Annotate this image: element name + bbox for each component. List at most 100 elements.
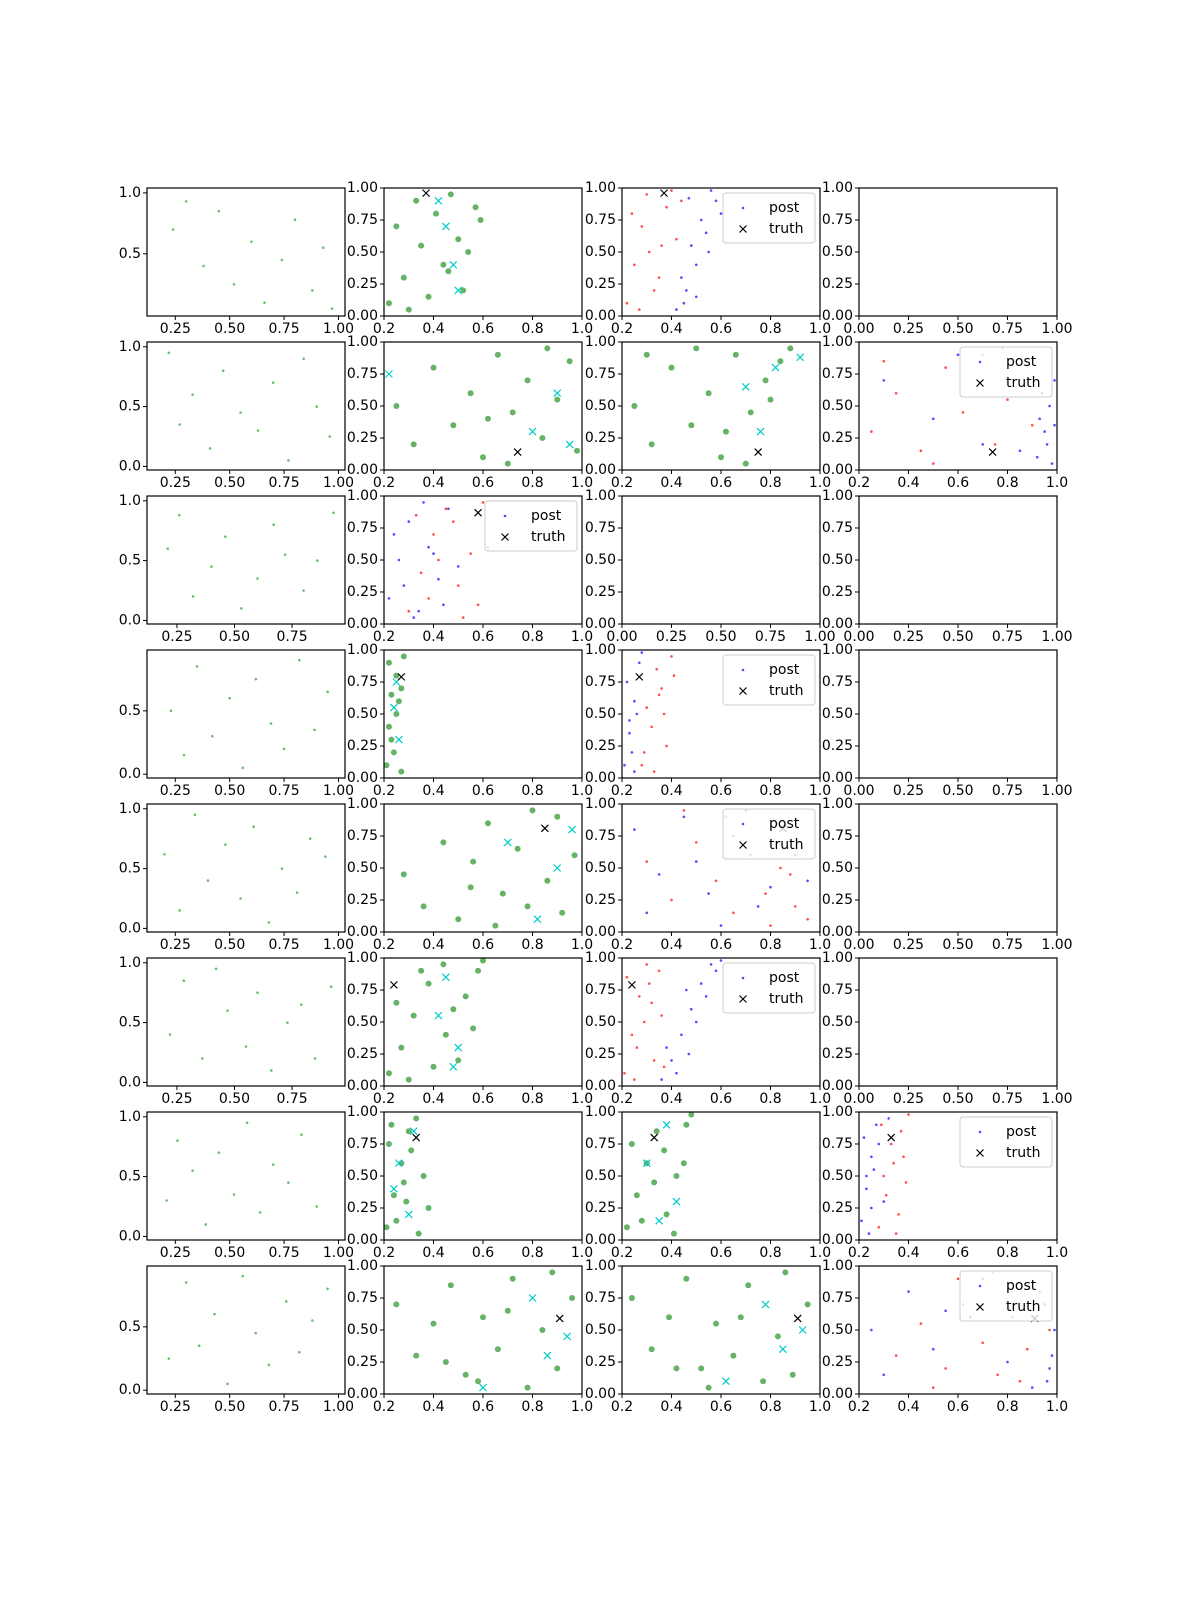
- point: [469, 552, 472, 555]
- y-tick-label: 1.0: [119, 493, 141, 509]
- point: [623, 1224, 630, 1231]
- x-tick-label: 0.8: [759, 1091, 781, 1107]
- point-x: [513, 448, 522, 457]
- point: [383, 762, 390, 769]
- point: [450, 1006, 457, 1013]
- y-tick-label: 1.00: [585, 334, 616, 350]
- y-tick-label: 0.75: [585, 1136, 616, 1152]
- point: [633, 1078, 636, 1081]
- point: [167, 1357, 171, 1360]
- x-tick-label: 0.75: [276, 1091, 307, 1107]
- point: [894, 1354, 898, 1357]
- point: [300, 1133, 303, 1137]
- point: [475, 1378, 482, 1385]
- point: [769, 924, 772, 927]
- point: [690, 1007, 693, 1011]
- point: [316, 559, 319, 562]
- point: [662, 1065, 666, 1069]
- point: [477, 217, 484, 223]
- point: [302, 357, 305, 361]
- point: [1038, 417, 1041, 421]
- point: [425, 980, 432, 987]
- point: [494, 351, 501, 358]
- legend-box: [722, 962, 816, 1014]
- subplot: 0.2 0.4 0.6 0.8 1.0 0.00 0.25 0.50 0.75 1.00 post t…: [585, 180, 831, 337]
- point: [705, 1384, 712, 1391]
- x-tick-label: 0.75: [268, 783, 299, 799]
- x-tick-label: 0.50: [219, 1091, 250, 1107]
- point-x: [553, 389, 562, 398]
- point: [931, 462, 935, 465]
- y-tick-label: 0.00: [347, 1078, 378, 1094]
- point: [1053, 379, 1056, 382]
- point: [1030, 1386, 1034, 1389]
- point: [223, 535, 227, 538]
- y-tick-label: 0.00: [585, 924, 616, 940]
- y-tick-label: 1.00: [347, 1258, 378, 1274]
- x-tick-label: 0.8: [996, 475, 1018, 491]
- point: [182, 979, 186, 983]
- x-tick-label: 0.25: [161, 1091, 192, 1107]
- point: [631, 403, 638, 409]
- point: [657, 873, 661, 876]
- point: [269, 722, 273, 725]
- y-tick-label: 0.75: [347, 520, 378, 536]
- point: [694, 263, 698, 267]
- point: [311, 289, 314, 292]
- point: [413, 1115, 420, 1122]
- point: [324, 855, 327, 858]
- point: [668, 364, 675, 371]
- x-tick-label: 0.75: [268, 937, 299, 953]
- y-tick-label: 0.25: [822, 276, 853, 292]
- point: [645, 911, 649, 915]
- point: [882, 1174, 886, 1178]
- point: [437, 577, 440, 581]
- point: [645, 860, 649, 863]
- x-tick-label: 0.25: [160, 321, 191, 337]
- point-x: [454, 286, 463, 295]
- point: [503, 514, 507, 518]
- point-x: [988, 448, 997, 457]
- legend-label: post: [769, 200, 800, 216]
- point-x: [385, 370, 393, 378]
- point-x: [555, 1314, 564, 1323]
- y-tick-label: 1.00: [822, 1258, 853, 1274]
- point: [981, 443, 985, 446]
- point-x: [778, 1345, 787, 1354]
- point-x: [771, 363, 780, 372]
- x-tick-label: 0.4: [660, 475, 682, 491]
- point: [387, 597, 391, 600]
- point: [633, 1192, 640, 1199]
- legend-box: [959, 346, 1053, 398]
- point: [1048, 404, 1051, 408]
- y-tick-label: 0.50: [347, 1168, 378, 1184]
- plot-area: [384, 1266, 582, 1394]
- point: [197, 1344, 201, 1348]
- y-tick-label: 0.25: [347, 1046, 378, 1062]
- y-tick-label: 0.25: [585, 738, 616, 754]
- point: [221, 369, 225, 373]
- y-tick-label: 0.75: [585, 366, 616, 382]
- point: [741, 668, 745, 672]
- point: [666, 1314, 673, 1321]
- point-x: [976, 379, 984, 387]
- point: [293, 218, 297, 221]
- point: [625, 680, 629, 684]
- subplot: 0.00 0.25 0.50 0.75 1.00 0.00 0.25 0.50 0.75 1.00: [822, 180, 1073, 337]
- point: [647, 250, 651, 254]
- point: [762, 377, 769, 384]
- point: [638, 995, 641, 998]
- point: [652, 1059, 656, 1062]
- point: [539, 435, 546, 441]
- point: [263, 301, 266, 304]
- plot-area: [859, 188, 1057, 316]
- legend: post truth: [959, 346, 1053, 398]
- point: [782, 1269, 789, 1276]
- point: [662, 712, 666, 716]
- point: [793, 905, 797, 908]
- point: [270, 1069, 273, 1072]
- x-tick-label: 0.8: [759, 783, 781, 799]
- point: [492, 922, 499, 929]
- point: [405, 306, 412, 313]
- point: [328, 435, 332, 438]
